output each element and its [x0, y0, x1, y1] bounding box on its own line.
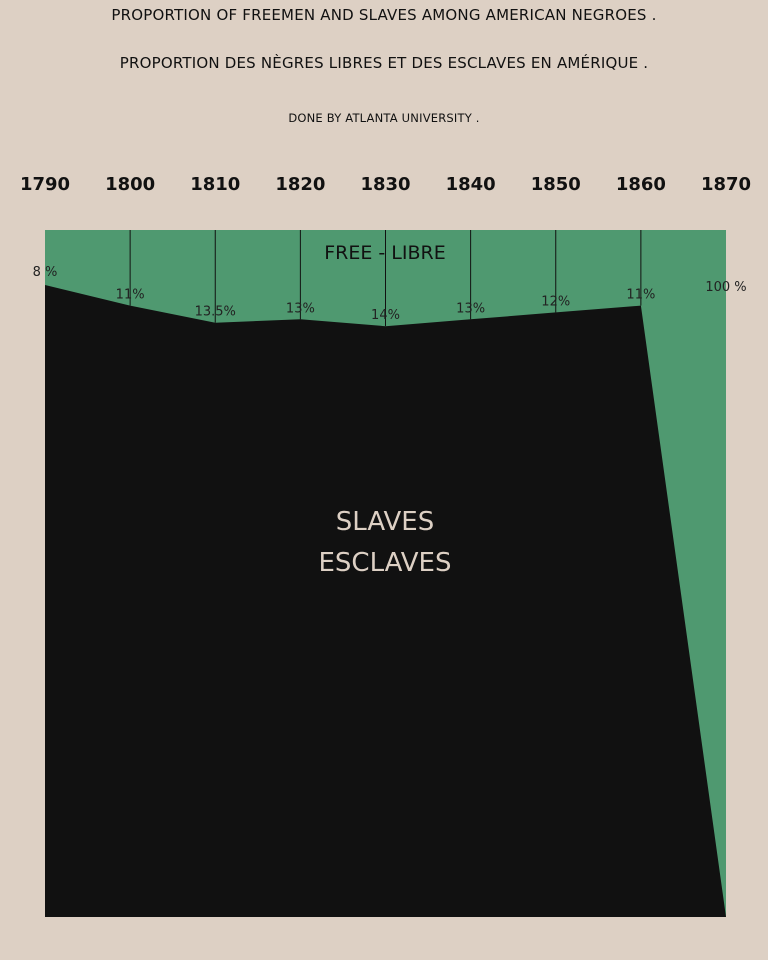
x-tick-label: 1790: [20, 174, 70, 195]
data-label: 14%: [371, 308, 400, 323]
x-tick-label: 1860: [616, 174, 666, 195]
free-region-label: FREE - LIBRE: [324, 242, 446, 264]
chart-title: PROPORTION OF FREEMEN AND SLAVES AMONG A…: [111, 6, 657, 24]
data-label: 12%: [541, 294, 570, 309]
data-label: 100 %: [705, 280, 746, 295]
data-label: 8 %: [33, 265, 58, 280]
chart-title-french: PROPORTION DES NÈGRES LIBRES ET DES ESCL…: [119, 54, 649, 72]
slaves-region-label-french: ESCLAVES: [318, 548, 451, 578]
x-tick-label: 1870: [701, 174, 751, 195]
x-tick-label: 1810: [190, 174, 240, 195]
data-label: 11%: [116, 288, 145, 303]
data-label: 13.5%: [195, 305, 236, 320]
x-tick-label: 1800: [105, 174, 155, 195]
data-label: 13%: [286, 301, 315, 316]
x-tick-label: 1840: [446, 174, 496, 195]
chart-credit: DONE BY ATLANTA UNIVERSITY .: [288, 111, 480, 125]
x-tick-label: 1820: [275, 174, 325, 195]
data-label: 13%: [456, 301, 485, 316]
data-label: 11%: [626, 288, 655, 303]
x-tick-label: 1850: [531, 174, 581, 195]
slaves-area: [45, 285, 726, 917]
x-tick-label: 1830: [360, 174, 410, 195]
slaves-region-label: SLAVES: [336, 507, 434, 537]
